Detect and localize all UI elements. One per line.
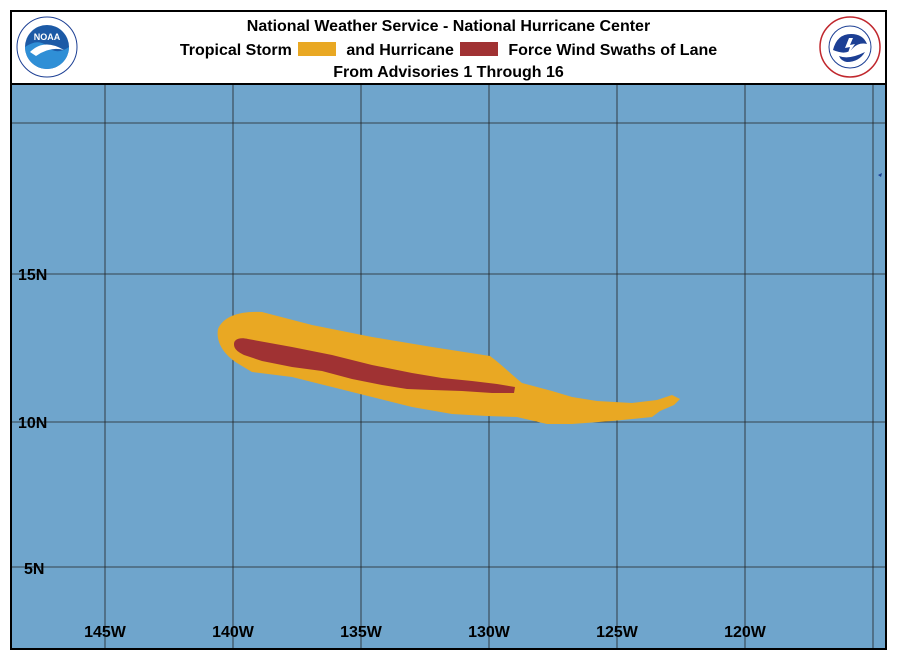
noaa-logo-text: NOAA: [34, 32, 61, 42]
lon-label-145w: 145W: [84, 624, 127, 641]
noaa-logo: NOAA: [16, 16, 78, 78]
legend-suffix-label: Force Wind Swaths of Lane: [508, 42, 718, 59]
hurricane-swatch: [459, 42, 498, 56]
header-legend-line: Tropical Storm and Hurricane Force Wind …: [12, 42, 885, 60]
coastline-fragment: [878, 173, 882, 177]
legend-tropical-storm-label: Tropical Storm: [179, 42, 292, 59]
lon-label-120w: 120W: [724, 624, 767, 641]
lon-label-125w: 125W: [596, 624, 639, 641]
legend-hurricane-label: and Hurricane: [346, 42, 454, 59]
nws-logo: [819, 16, 881, 78]
hurricane-swath: [234, 338, 515, 393]
header-subtitle: From Advisories 1 Through 16: [333, 64, 564, 81]
lon-label-130w: 130W: [468, 624, 511, 641]
lon-label-135w: 135W: [340, 624, 383, 641]
lat-label-10n: 10N: [18, 415, 47, 432]
lat-label-5n: 5N: [24, 561, 44, 578]
map-canvas: 15N 10N 5N 145W 140W 135W 130W 125W 120W: [12, 85, 885, 648]
lat-label-15n: 15N: [18, 267, 47, 284]
latitude-gridlines: [12, 122, 885, 568]
map-panel: 15N 10N 5N 145W 140W 135W 130W 125W 120W: [12, 85, 885, 648]
tropical-storm-swatch: [297, 42, 336, 56]
map-header: National Weather Service - National Hurr…: [12, 12, 885, 85]
header-title: National Weather Service - National Hurr…: [246, 18, 651, 35]
lon-label-140w: 140W: [212, 624, 255, 641]
tropical-storm-swath: [217, 311, 680, 424]
